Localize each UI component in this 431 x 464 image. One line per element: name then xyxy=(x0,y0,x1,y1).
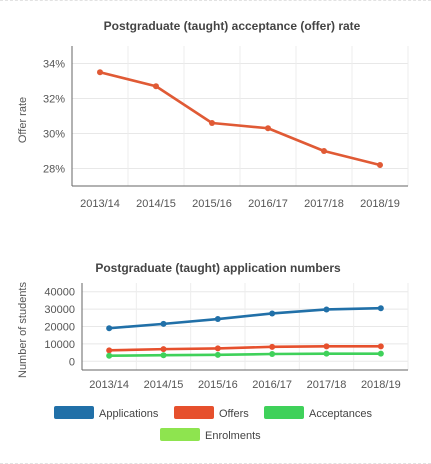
series-line-applications xyxy=(109,306,381,330)
y-tick-label: 20000 xyxy=(44,322,75,334)
chart1-series xyxy=(97,69,383,168)
y-tick-label: 0 xyxy=(69,356,75,368)
chart2-series xyxy=(106,305,384,359)
data-point xyxy=(269,310,276,317)
legend-swatch-acceptances xyxy=(264,406,304,419)
data-point xyxy=(214,351,221,358)
x-tick-label: 2018/19 xyxy=(361,379,401,391)
y-tick-label: 30000 xyxy=(44,304,75,316)
y-tick-label: 28% xyxy=(43,164,65,176)
data-point xyxy=(269,350,276,357)
data-point xyxy=(269,343,276,350)
chart2-title: Postgraduate (taught) application number… xyxy=(95,261,341,275)
chart-offer-rate: Postgraduate (taught) acceptance (offer)… xyxy=(17,19,409,210)
data-point xyxy=(377,350,384,357)
data-point xyxy=(377,343,384,350)
chart2-y-axis-label: Number of students xyxy=(17,282,29,378)
x-tick-label: 2018/19 xyxy=(360,198,400,210)
x-tick-label: 2013/14 xyxy=(80,198,120,210)
y-tick-label: 40000 xyxy=(44,287,75,299)
x-tick-label: 2014/15 xyxy=(144,379,184,391)
chart1-y-ticks: 28% 30% 32% 34% xyxy=(43,59,65,176)
y-tick-label: 34% xyxy=(43,59,65,71)
data-point xyxy=(160,352,167,359)
data-point xyxy=(106,347,113,354)
data-point xyxy=(160,346,167,353)
x-tick-label: 2013/14 xyxy=(89,379,129,391)
data-point xyxy=(323,343,330,350)
chart2-y-ticks: 0 10000 20000 30000 40000 xyxy=(44,287,75,369)
x-tick-label: 2014/15 xyxy=(136,198,176,210)
chart-application-numbers: Postgraduate (taught) application number… xyxy=(17,261,409,442)
legend-label-applications: Applications xyxy=(99,408,159,420)
data-point xyxy=(214,345,221,352)
chart1-title: Postgraduate (taught) acceptance (offer)… xyxy=(104,19,361,33)
legend-swatch-offers xyxy=(174,406,214,419)
data-point xyxy=(160,320,167,327)
series-line-acceptances xyxy=(109,352,381,358)
series-line-offers xyxy=(109,345,381,352)
data-point xyxy=(321,148,327,154)
chart1-gridlines xyxy=(71,46,409,186)
legend-swatch-enrolments xyxy=(160,428,200,441)
x-tick-label: 2017/18 xyxy=(307,379,347,391)
x-tick-label: 2017/18 xyxy=(304,198,344,210)
data-point xyxy=(265,125,271,132)
chart2-legend: Applications Offers Acceptances Enrolments xyxy=(54,406,372,442)
x-tick-label: 2015/16 xyxy=(192,198,232,210)
legend-label-enrolments: Enrolments xyxy=(205,430,261,442)
data-point xyxy=(153,83,159,90)
y-tick-label: 32% xyxy=(43,94,65,106)
x-tick-label: 2015/16 xyxy=(198,379,238,391)
legend-swatch-applications xyxy=(54,406,94,419)
data-point xyxy=(209,120,215,126)
legend-label-offers: Offers xyxy=(219,408,249,420)
data-point xyxy=(377,305,384,312)
chart1-axes xyxy=(71,46,408,187)
legend-label-acceptances: Acceptances xyxy=(309,408,372,420)
x-tick-label: 2016/17 xyxy=(248,198,288,210)
data-point xyxy=(377,162,383,168)
data-point xyxy=(323,350,330,357)
data-point xyxy=(214,316,221,323)
data-point xyxy=(106,325,113,332)
data-point xyxy=(323,306,330,313)
chart2-x-ticks: 2013/14 2014/15 2015/16 2016/17 2017/18 2018/… xyxy=(89,379,400,391)
y-tick-label: 10000 xyxy=(44,339,75,351)
y-tick-label: 30% xyxy=(43,129,65,141)
series-line-offer-rate xyxy=(99,70,381,167)
data-point xyxy=(106,352,113,359)
chart1-y-axis-label: Offer rate xyxy=(17,97,29,143)
chart2-axes xyxy=(81,283,408,371)
x-tick-label: 2016/17 xyxy=(252,379,292,391)
chart1-x-ticks: 2013/14 2014/15 2015/16 2016/17 2017/18 2018/… xyxy=(80,198,400,210)
data-point xyxy=(97,69,103,76)
